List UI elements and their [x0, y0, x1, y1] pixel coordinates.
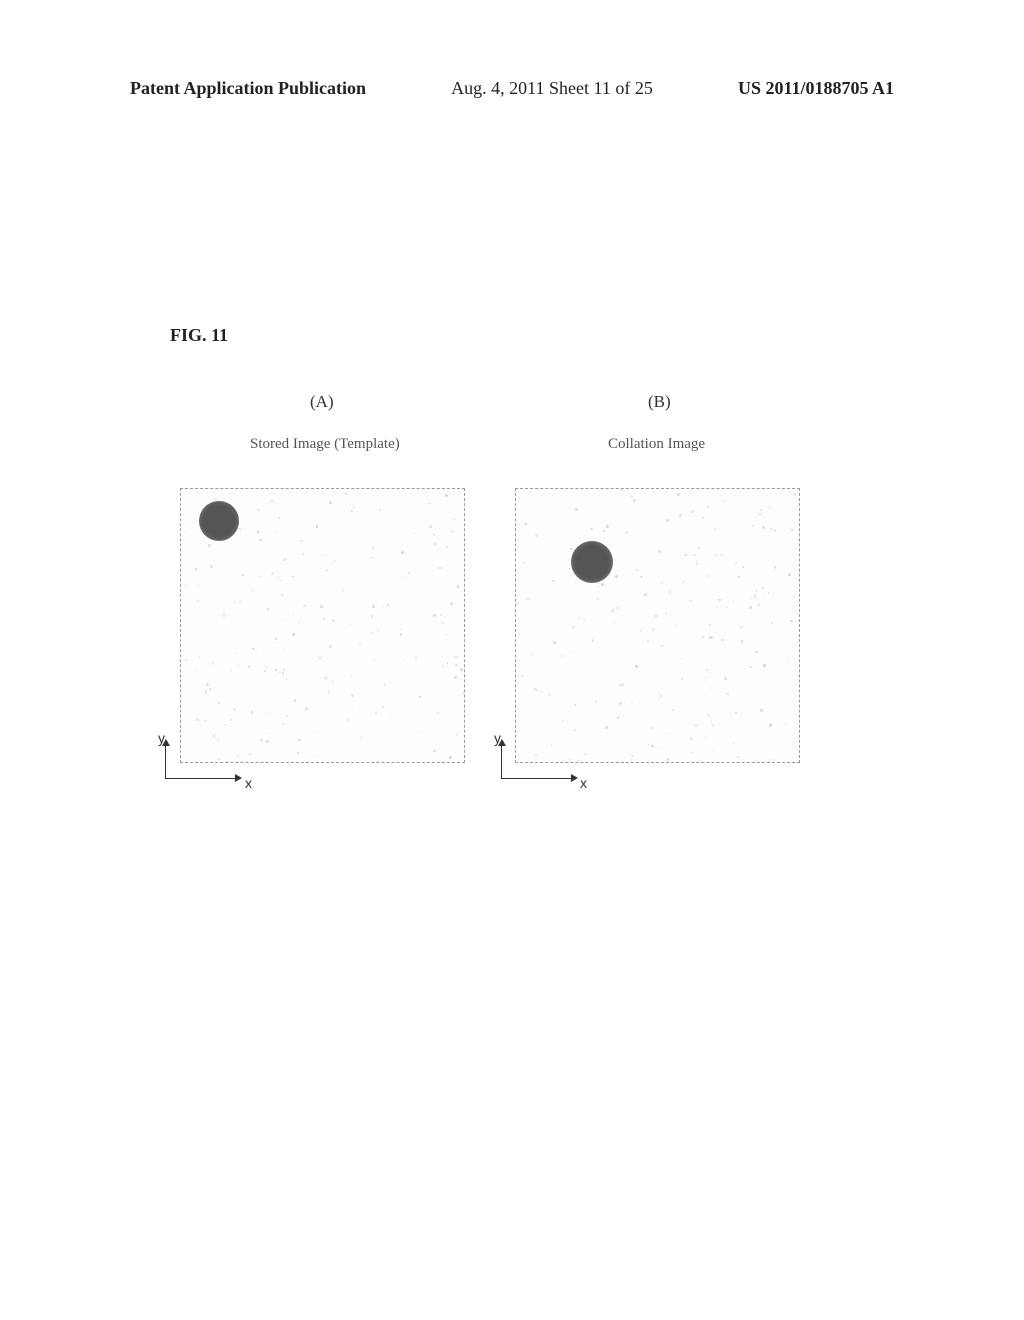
- panel-a-tag: (A): [310, 392, 334, 412]
- y-axis-arrow-a: [162, 739, 170, 746]
- x-axis-arrow-a: [235, 774, 242, 782]
- panel-a-subtitle: Stored Image (Template): [250, 436, 400, 453]
- y-axis-arrow-b: [498, 739, 506, 746]
- feature-blob-b: [571, 541, 613, 583]
- x-axis-line-a: [165, 778, 237, 779]
- stored-image-panel: [180, 488, 465, 763]
- axis-b-x-label: x: [580, 775, 587, 791]
- panel-b-tag: (B): [648, 392, 671, 412]
- x-axis-line-b: [501, 778, 573, 779]
- page-header: Patent Application Publication Aug. 4, 2…: [0, 78, 1024, 99]
- x-axis-arrow-b: [571, 774, 578, 782]
- collation-image-panel: [515, 488, 800, 763]
- header-pub-number: US 2011/0188705 A1: [738, 78, 894, 99]
- header-sheet: Aug. 4, 2011 Sheet 11 of 25: [451, 78, 653, 99]
- figure-label: FIG. 11: [170, 325, 228, 346]
- header-publication: Patent Application Publication: [130, 78, 366, 99]
- panel-b-subtitle: Collation Image: [608, 436, 705, 453]
- feature-blob-a: [199, 501, 239, 541]
- axis-a-x-label: x: [245, 775, 252, 791]
- noise-texture-b: [516, 489, 799, 762]
